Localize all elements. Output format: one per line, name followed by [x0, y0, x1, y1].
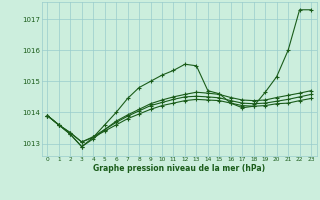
X-axis label: Graphe pression niveau de la mer (hPa): Graphe pression niveau de la mer (hPa) — [93, 164, 265, 173]
